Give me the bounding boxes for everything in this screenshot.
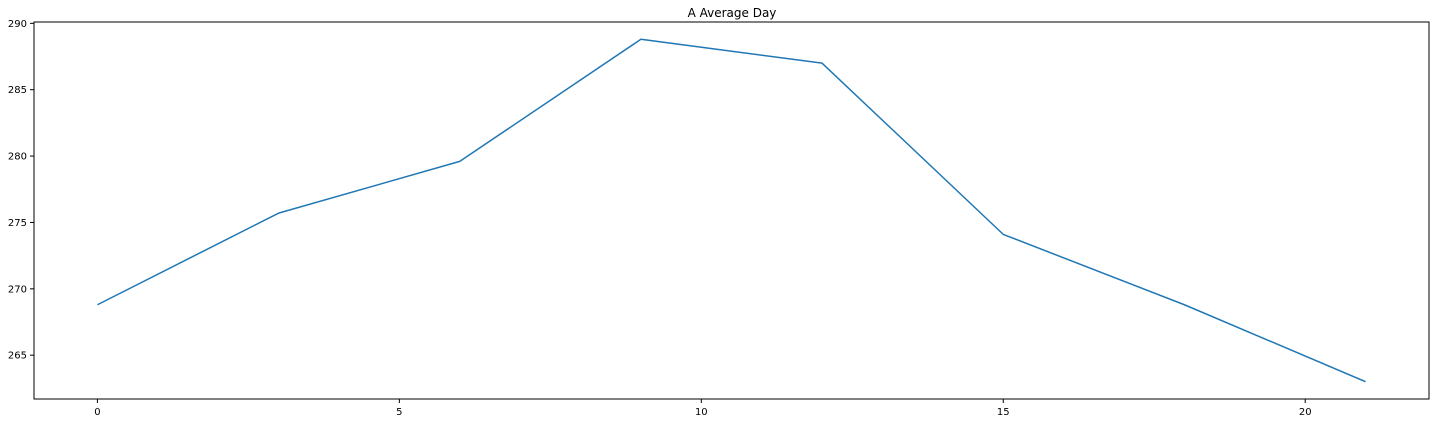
y-axis: 265 270 275 280 285 290 [8,19,34,362]
y-tick-label: 280 [8,152,27,163]
y-tick-label: 290 [8,19,27,30]
chart-title: A Average Day [688,6,777,20]
x-tick-label: 5 [396,407,402,418]
x-tick-label: 20 [1299,407,1312,418]
y-tick-label: 275 [8,218,27,229]
series-line-0 [97,38,1366,383]
axes-frame [33,21,1430,400]
x-axis: 0 5 10 15 20 [94,399,1312,418]
x-tick-label: 15 [997,407,1010,418]
x-tick-label: 0 [94,407,100,418]
y-tick-label: 265 [8,351,27,362]
plot-area [97,38,1366,383]
y-tick-label: 285 [8,85,27,96]
y-tick-label: 270 [8,284,27,295]
x-tick-label: 10 [695,407,708,418]
